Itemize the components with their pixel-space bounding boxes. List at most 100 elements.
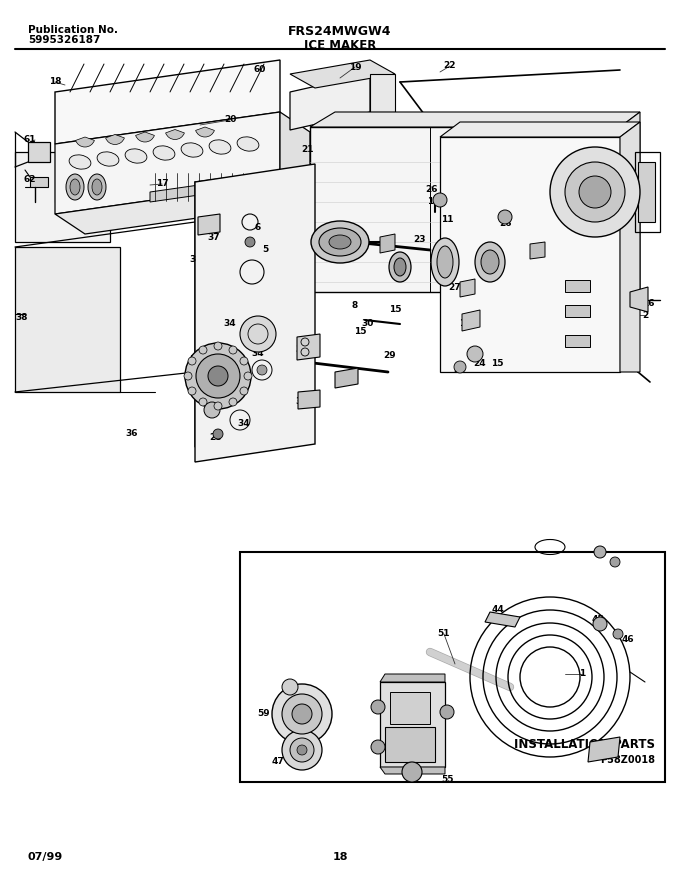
Text: 14: 14 — [459, 319, 471, 328]
Text: 34: 34 — [252, 349, 265, 358]
Text: 4: 4 — [204, 407, 210, 416]
Polygon shape — [298, 390, 320, 409]
Polygon shape — [195, 164, 315, 462]
Circle shape — [214, 402, 222, 410]
Polygon shape — [310, 127, 620, 292]
Text: 44: 44 — [492, 606, 505, 615]
Circle shape — [433, 193, 447, 207]
Polygon shape — [380, 234, 395, 253]
Polygon shape — [150, 172, 290, 202]
Text: 23: 23 — [413, 235, 426, 243]
Text: 59: 59 — [258, 709, 271, 719]
Circle shape — [240, 357, 248, 365]
Text: 29: 29 — [336, 228, 348, 236]
Text: 18: 18 — [49, 78, 61, 86]
Text: 47: 47 — [271, 758, 284, 766]
Text: 18: 18 — [333, 852, 347, 862]
Circle shape — [579, 176, 611, 208]
Polygon shape — [385, 727, 435, 762]
Text: 07/99: 07/99 — [28, 852, 63, 862]
Text: 46: 46 — [622, 636, 634, 645]
Ellipse shape — [237, 137, 259, 151]
Polygon shape — [335, 368, 358, 388]
Ellipse shape — [481, 250, 499, 274]
Text: 13: 13 — [481, 267, 493, 276]
Circle shape — [229, 398, 237, 406]
Wedge shape — [75, 137, 95, 147]
Wedge shape — [105, 134, 124, 145]
Ellipse shape — [437, 246, 453, 278]
Text: 8: 8 — [352, 301, 358, 310]
Text: 23: 23 — [529, 248, 541, 257]
Circle shape — [440, 705, 454, 719]
Text: 22: 22 — [444, 62, 456, 71]
Text: 6: 6 — [255, 222, 261, 231]
Circle shape — [593, 617, 607, 631]
Text: 15: 15 — [389, 305, 401, 315]
Circle shape — [204, 402, 220, 418]
Text: 36: 36 — [126, 430, 138, 438]
Polygon shape — [462, 310, 480, 331]
Polygon shape — [460, 279, 475, 297]
Ellipse shape — [97, 152, 119, 166]
Polygon shape — [440, 122, 640, 137]
Text: 32: 32 — [296, 398, 308, 407]
Text: 34: 34 — [224, 319, 237, 328]
Ellipse shape — [181, 143, 203, 157]
Text: 28: 28 — [209, 432, 221, 442]
Polygon shape — [195, 167, 310, 447]
Circle shape — [282, 694, 322, 734]
Text: 24: 24 — [474, 360, 486, 369]
Circle shape — [550, 147, 640, 237]
Circle shape — [32, 202, 38, 208]
Text: 37: 37 — [207, 233, 220, 242]
Circle shape — [282, 679, 298, 695]
Circle shape — [244, 372, 252, 380]
Circle shape — [240, 387, 248, 395]
Circle shape — [402, 762, 422, 782]
Circle shape — [613, 629, 623, 639]
Circle shape — [594, 546, 606, 558]
Text: 5: 5 — [262, 245, 268, 255]
Ellipse shape — [92, 179, 102, 195]
Polygon shape — [15, 152, 110, 242]
Text: 31: 31 — [339, 377, 352, 386]
Polygon shape — [310, 112, 640, 127]
Polygon shape — [55, 182, 310, 234]
Text: 9: 9 — [434, 259, 440, 268]
Ellipse shape — [88, 174, 106, 200]
Text: 25: 25 — [454, 364, 466, 373]
Text: 33: 33 — [296, 346, 308, 355]
Polygon shape — [290, 74, 370, 130]
Polygon shape — [390, 692, 430, 724]
Ellipse shape — [329, 235, 351, 249]
Text: 21: 21 — [302, 145, 314, 153]
Circle shape — [257, 365, 267, 375]
Text: 26: 26 — [426, 185, 438, 195]
Circle shape — [565, 162, 625, 222]
Text: 51: 51 — [438, 630, 450, 639]
Polygon shape — [620, 122, 640, 372]
Ellipse shape — [311, 221, 369, 263]
Text: 55: 55 — [442, 774, 454, 783]
Text: P58Z0018: P58Z0018 — [600, 755, 655, 765]
Circle shape — [208, 366, 228, 386]
Polygon shape — [638, 162, 655, 222]
Circle shape — [292, 704, 312, 724]
Polygon shape — [530, 242, 545, 259]
Ellipse shape — [153, 146, 175, 161]
Circle shape — [282, 730, 322, 770]
Ellipse shape — [209, 140, 231, 154]
Circle shape — [199, 398, 207, 406]
Text: FRS24MWGW4: FRS24MWGW4 — [288, 25, 392, 38]
Polygon shape — [565, 305, 590, 317]
Ellipse shape — [66, 174, 84, 200]
Text: 35: 35 — [190, 355, 202, 364]
Ellipse shape — [389, 252, 411, 282]
Polygon shape — [290, 60, 395, 88]
Text: 20: 20 — [224, 116, 236, 124]
Polygon shape — [485, 612, 520, 627]
Circle shape — [467, 346, 483, 362]
Polygon shape — [198, 214, 220, 235]
Circle shape — [245, 237, 255, 247]
